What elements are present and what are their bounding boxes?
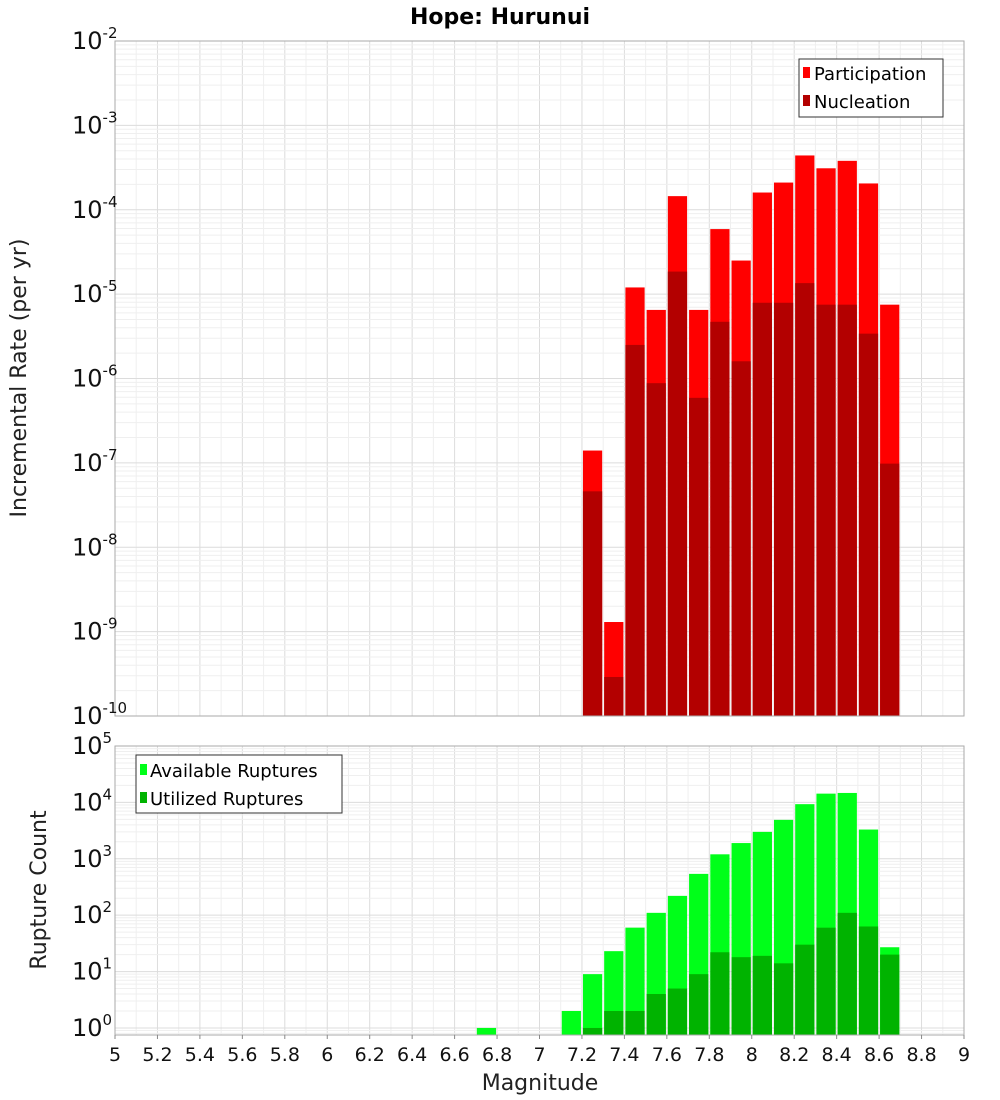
nucleation-bar (816, 304, 836, 716)
rate-y-tick-label: 10-9 (72, 615, 118, 646)
x-tick-label: 8.4 (822, 1044, 852, 1066)
count-y-tick-label: 102 (72, 898, 112, 929)
nucleation-bar (731, 361, 751, 716)
x-tick-label: 5 (109, 1044, 121, 1066)
nucleation-bar (858, 333, 879, 716)
x-tick-label: 8 (746, 1044, 758, 1066)
rate-plot-frame (114, 40, 965, 717)
nucleation-legend-label: Nucleation (814, 92, 910, 113)
utilized-ruptures-bar (582, 1027, 603, 1035)
x-tick-label: 8.6 (864, 1044, 894, 1066)
x-tick-label: 9 (958, 1044, 970, 1066)
x-tick-label: 6.2 (355, 1044, 385, 1066)
available-ruptures-bar (561, 1010, 581, 1035)
x-tick-label: 7 (533, 1044, 545, 1066)
nucleation-bar (667, 271, 688, 716)
rate-y-tick-label: 10-8 (72, 530, 118, 561)
x-tick-label: 7.8 (694, 1044, 724, 1066)
nucleation-bar (625, 344, 645, 716)
count-bars (476, 792, 900, 1035)
utilized-ruptures-bar (667, 988, 688, 1035)
utilized-ruptures-bar (837, 912, 857, 1035)
count-y-tick-label: 101 (72, 955, 112, 986)
chart-title: Hope: Hurunui (410, 5, 590, 30)
utilized-ruptures-bar (795, 944, 815, 1035)
count-gridlines (114, 746, 965, 1035)
rate-y-tick-label: 10-5 (72, 277, 118, 308)
utilized-ruptures-bar (625, 1010, 645, 1035)
rate-y-ticks: 10-2 10-3 10-4 10-5 10-6 10-7 10-8 10-9 10-10 (72, 24, 127, 730)
x-tick-label: 6 (321, 1044, 333, 1066)
nucleation-bar (752, 302, 772, 716)
utilized-ruptures-bar (880, 954, 900, 1035)
utilized-ruptures-bar (604, 1010, 624, 1035)
utilized-ruptures-bar (816, 927, 836, 1035)
x-tick-label: 6.8 (482, 1044, 512, 1066)
nucleation-legend-swatch (803, 95, 810, 106)
available-ruptures-bar (476, 1027, 497, 1035)
utilized-ruptures-bar (689, 974, 709, 1035)
nucleation-bar (880, 463, 900, 716)
rate-panel: 10-2 10-3 10-4 10-5 10-6 10-7 10-8 10-9 10-10 In… (7, 24, 965, 730)
nucleation-bar (646, 383, 666, 716)
utilized-ruptures-bar (710, 952, 730, 1035)
count-legend: Available Ruptures Utilized Ruptures (135, 754, 343, 814)
rate-gridlines (114, 41, 965, 717)
available-ruptures-bar (625, 927, 645, 1035)
x-tick-label: 7.6 (652, 1044, 682, 1066)
utilized-ruptures-bar (731, 957, 751, 1035)
rate-y-tick-label: 10-2 (72, 24, 118, 55)
participation-legend-swatch (803, 67, 810, 78)
utilized-legend-label: Utilized Ruptures (150, 789, 303, 810)
x-tick-label: 5.8 (270, 1044, 300, 1066)
count-y-tick-label: 105 (72, 729, 112, 760)
participation-legend-label: Participation (814, 64, 926, 85)
x-tick-label: 5.2 (142, 1044, 172, 1066)
rate-legend-box (798, 58, 944, 118)
x-tick-label: 6.4 (397, 1044, 427, 1066)
x-tick-label: 8.2 (779, 1044, 809, 1066)
nucleation-bar (689, 397, 709, 716)
rate-y-tick-label: 10-10 (72, 699, 127, 730)
rupture-count-panel: 105 104 103 102 101 100 Rupture Count Availab… (27, 729, 965, 1042)
rate-y-tick-label: 10-4 (72, 193, 118, 224)
available-legend-swatch (140, 764, 147, 775)
rate-legend: Participation Nucleation (798, 58, 944, 118)
available-ruptures-bar (582, 974, 603, 1035)
count-y-tick-label: 103 (72, 842, 112, 873)
nucleation-bar (582, 491, 603, 716)
nucleation-bar (837, 304, 857, 716)
rate-bars (582, 155, 900, 717)
x-tick-label: 7.2 (567, 1044, 597, 1066)
nucleation-bar (795, 283, 815, 716)
count-y-ticks: 105 104 103 102 101 100 (72, 729, 112, 1042)
x-tick-label: 6.6 (439, 1044, 469, 1066)
x-axis-label: Magnitude (482, 1071, 599, 1096)
rate-y-tick-label: 10-7 (72, 446, 118, 477)
x-tick-label: 5.4 (185, 1044, 215, 1066)
count-y-tick-label: 100 (72, 1011, 112, 1042)
x-tick-label: 8.8 (906, 1044, 936, 1066)
rate-y-tick-label: 10-6 (72, 362, 118, 393)
x-tick-label: 5.6 (227, 1044, 257, 1066)
count-y-axis-label: Rupture Count (27, 810, 52, 970)
utilized-legend-swatch (140, 792, 147, 803)
rate-y-axis-label: Incremental Rate (per yr) (7, 239, 32, 518)
count-legend-box (135, 754, 343, 814)
nucleation-bar (604, 676, 624, 716)
utilized-ruptures-bar (646, 994, 666, 1035)
utilized-ruptures-bar (773, 963, 794, 1035)
nucleation-bar (710, 321, 730, 716)
utilized-ruptures-bar (752, 955, 772, 1035)
x-tick-label: 7.4 (609, 1044, 639, 1066)
count-y-tick-label: 104 (72, 785, 112, 816)
utilized-ruptures-bar (858, 926, 879, 1035)
rate-y-tick-label: 10-3 (72, 108, 118, 139)
x-axis-ticks: 5 5.2 5.4 5.6 5.8 6 6.2 6.4 6.6 6.8 7 7.2 7.4 7.6 7.8 8… (109, 1035, 970, 1066)
available-legend-label: Available Ruptures (150, 761, 318, 782)
nucleation-bar (773, 302, 794, 716)
